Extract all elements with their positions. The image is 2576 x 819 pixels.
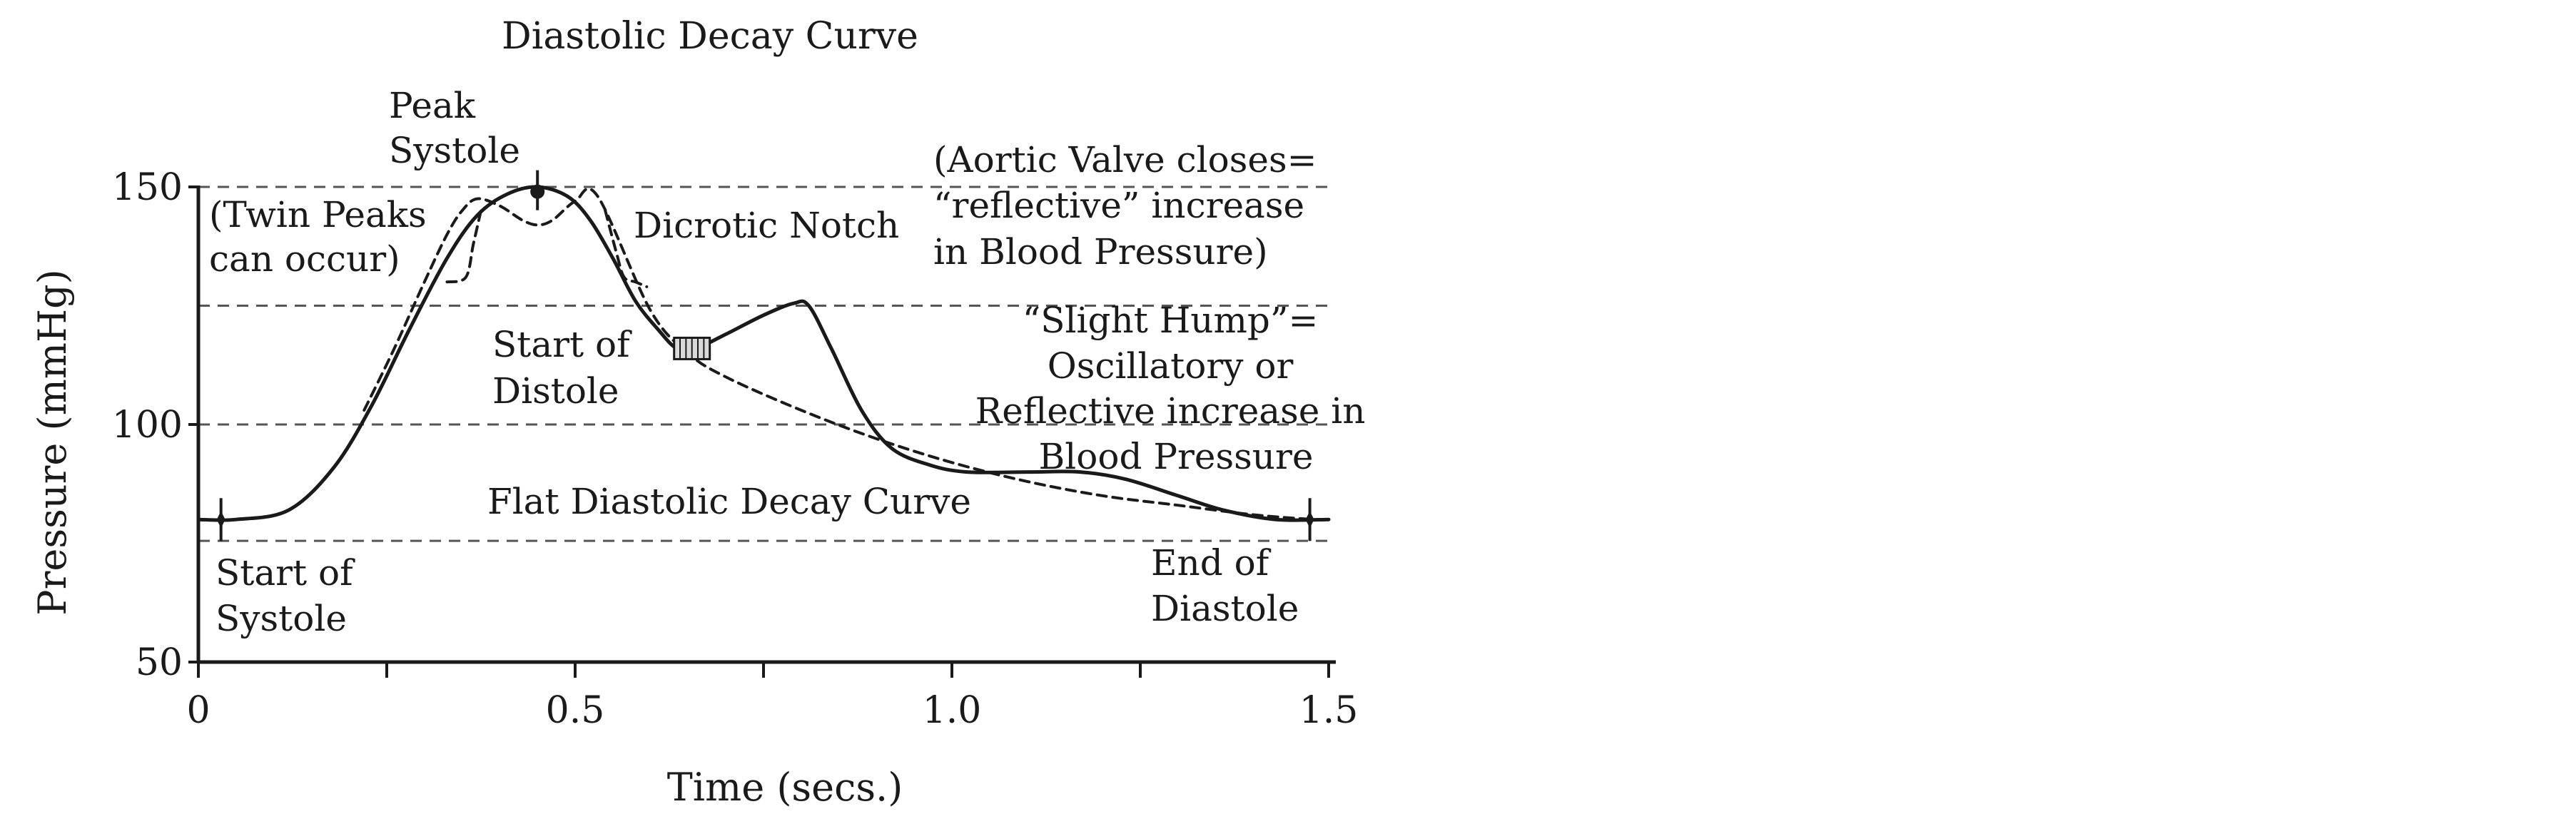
- annotation-twin-peaks: (Twin Peaks can occur): [209, 194, 438, 280]
- annotation-aortic-valve-line-3: in Blood Pressure): [933, 231, 1268, 273]
- annotation-aortic-valve-line-1: (Aortic Valve closes=: [933, 139, 1317, 180]
- annotation-start-of-distole: Start of Distole: [492, 324, 642, 412]
- annotation-start-of-systole-line-1: Start of: [215, 552, 355, 594]
- y-tick-label-0: 50: [136, 641, 183, 684]
- annotation-start-of-systole-line-2: Systole: [215, 598, 347, 639]
- annotation-dicrotic-notch-line-1: Dicrotic Notch: [634, 205, 899, 246]
- annotation-end-of-diastole-line-1: End of: [1151, 542, 1272, 584]
- annotation-twin-peaks-line-1: (Twin Peaks: [209, 194, 427, 235]
- x-tick-label-3: 1.5: [1299, 689, 1359, 732]
- dicrotic-notch-marker: [673, 336, 711, 360]
- annotation-slight-hump-line-3: Reflective increase in: [975, 390, 1366, 432]
- x-axis-label: Time (secs.): [667, 765, 903, 810]
- annotation-start-of-distole-line-2: Distole: [492, 370, 619, 412]
- annotation-peak-systole: Peak Systole: [389, 85, 520, 171]
- end-of-diastole-marker-diamond: [1305, 511, 1314, 529]
- series-line-2: [445, 209, 482, 284]
- annotation-start-of-systole: Start of Systole: [215, 552, 365, 639]
- peak-systole-marker: [530, 184, 545, 199]
- start-of-systole-marker-diamond: [216, 511, 225, 529]
- annotation-start-of-distole-line-1: Start of: [492, 324, 632, 365]
- series-line-1: [362, 187, 1315, 522]
- series-line-3: [604, 209, 649, 288]
- annotation-aortic-valve: (Aortic Valve closes= “reflective” incre…: [933, 139, 1328, 273]
- annotation-peak-systole-line-1: Peak: [389, 85, 476, 126]
- x-tick-label-0: 0: [186, 689, 210, 732]
- markers: [216, 170, 1314, 541]
- annotation-end-of-diastole: End of Diastole: [1151, 542, 1299, 629]
- annotation-end-of-diastole-line-2: Diastole: [1151, 588, 1299, 629]
- annotation-flat-decay: Flat Diastolic Decay Curve: [487, 481, 971, 522]
- annotation-dicrotic-notch: Dicrotic Notch: [634, 205, 899, 246]
- annotation-slight-hump-line-1: “Slight Hump”=: [1023, 300, 1319, 341]
- annotation-slight-hump: “Slight Hump”= Oscillatory or Reflective…: [975, 300, 1377, 477]
- annotation-slight-hump-line-2: Oscillatory or: [1048, 345, 1294, 387]
- annotation-aortic-valve-line-2: “reflective” increase: [933, 185, 1304, 226]
- annotation-twin-peaks-line-2: can occur): [209, 238, 400, 280]
- axes: 0 0.5 1.0 1.5 50 100 150: [112, 166, 1359, 732]
- annotation-flat-decay-line-1: Flat Diastolic Decay Curve: [487, 481, 971, 522]
- reference-lines: [198, 185, 1329, 542]
- chart-title: Diastolic Decay Curve: [502, 15, 918, 58]
- annotation-peak-systole-line-2: Systole: [389, 130, 520, 171]
- y-tick-label-1: 100: [112, 404, 183, 447]
- y-tick-label-2: 150: [112, 166, 183, 209]
- x-tick-label-1: 0.5: [546, 689, 605, 732]
- x-tick-label-2: 1.0: [923, 689, 982, 732]
- y-axis-label: Pressure (mmHg): [30, 269, 75, 615]
- annotation-slight-hump-line-4: Blood Pressure: [1039, 436, 1314, 477]
